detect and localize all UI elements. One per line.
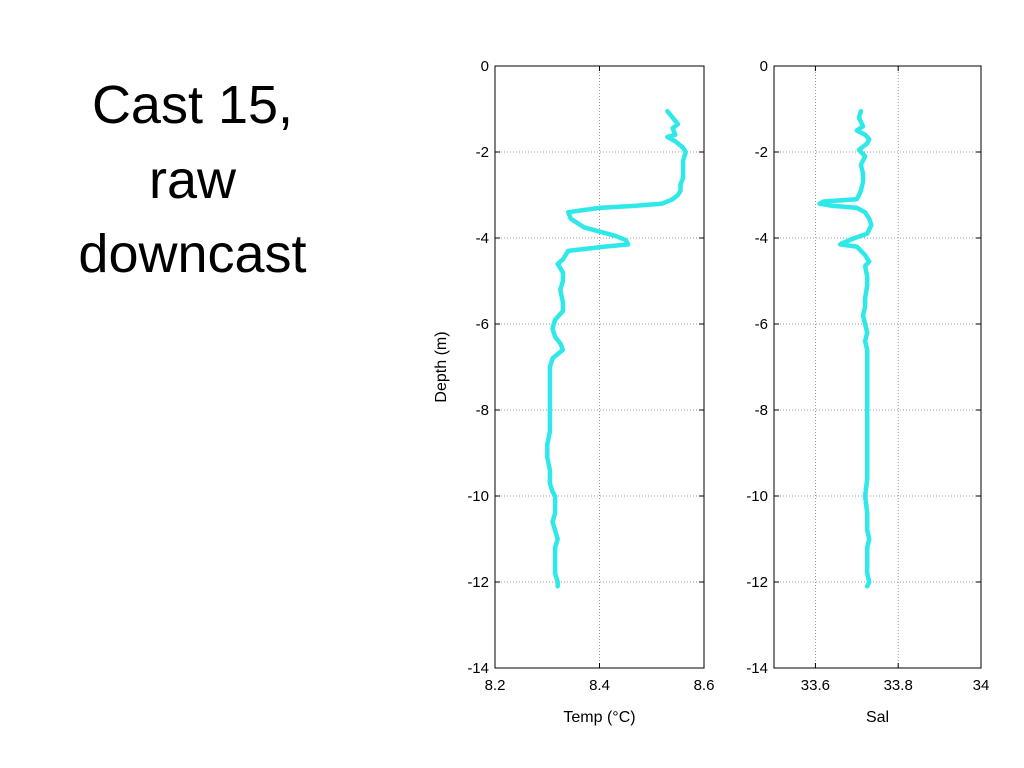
x-axis-label: Sal: [866, 709, 889, 726]
y-tick-label: -12: [746, 574, 768, 591]
y-tick-label: -12: [467, 574, 489, 591]
y-tick-label: -2: [755, 144, 768, 161]
y-tick-label: -2: [476, 144, 489, 161]
y-tick-label: -4: [476, 230, 489, 247]
y-tick-label: -8: [476, 402, 489, 419]
y-tick-label: -10: [467, 488, 489, 505]
x-tick-label: 34: [973, 677, 990, 694]
x-tick-label: 8.2: [485, 677, 506, 694]
y-tick-label: -6: [476, 316, 489, 333]
slide-title: Cast 15, raw downcast: [40, 68, 345, 292]
x-tick-label: 33.6: [801, 677, 830, 694]
salinity-profile-chart: 33.6 33.8 34 0 -2 -4 -6 -8 -10 -12 -14 Sal: [746, 58, 989, 726]
x-tick-label: 8.6: [694, 677, 715, 694]
y-tick-label: 0: [760, 58, 768, 75]
x-tick-label: 8.4: [589, 677, 610, 694]
x-tick-label: 33.8: [884, 677, 913, 694]
series-line: [817, 108, 874, 589]
plot-frame: [773, 65, 982, 669]
y-tick-label: -10: [746, 488, 768, 505]
temperature-profile-chart: 8.2 8.4 8.6 0 -2 -4 -6 -8 -10 -12 -14 Temp (°C) Dept…: [433, 58, 714, 726]
y-tick-label: -6: [755, 316, 768, 333]
y-tick-label: -8: [755, 402, 768, 419]
x-axis-label: Temp (°C): [563, 709, 635, 726]
series-line: [545, 108, 688, 589]
slide-title-line-2: raw: [148, 149, 236, 210]
slide-title-line-1: Cast 15,: [91, 75, 294, 135]
y-tick-label: 0: [481, 58, 489, 75]
y-axis-label: Depth (m): [433, 331, 450, 402]
y-tick-label: -14: [746, 660, 768, 677]
slide-title-line-3: downcast: [78, 224, 307, 285]
y-tick-label: -4: [755, 230, 768, 247]
y-tick-label: -14: [467, 660, 489, 677]
